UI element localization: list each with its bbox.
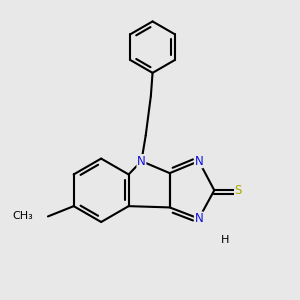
Text: N: N [194, 212, 203, 225]
Text: S: S [235, 184, 242, 197]
Text: CH₃: CH₃ [13, 212, 33, 221]
Text: N: N [194, 154, 203, 168]
Text: N: N [137, 154, 146, 168]
Text: H: H [220, 235, 229, 245]
